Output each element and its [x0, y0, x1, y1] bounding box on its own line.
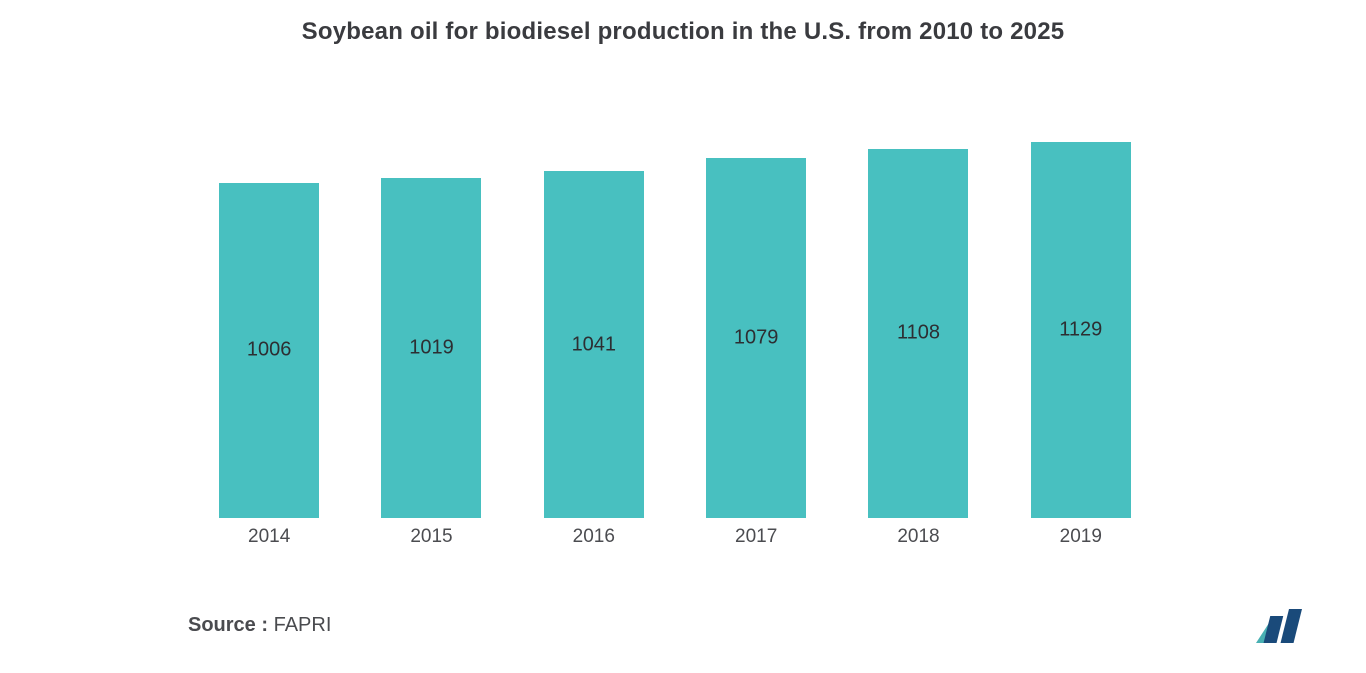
bar-value-label: 1079 [734, 327, 779, 350]
source-label: Source : [188, 614, 268, 636]
source-value: FAPRI [268, 614, 331, 636]
bar-2015: 1019 [381, 178, 481, 518]
bar-slot: 1041 [513, 118, 675, 518]
bar-slot: 1129 [1000, 118, 1162, 518]
bar-value-label: 1041 [572, 333, 617, 356]
brand-logo-icon [1256, 609, 1310, 643]
chart-title: Soybean oil for biodiesel production in … [0, 18, 1366, 46]
bar-2019: 1129 [1031, 142, 1131, 518]
bar-value-label: 1108 [897, 322, 940, 345]
bar-slot: 1019 [350, 118, 512, 518]
bar-slot: 1079 [675, 118, 837, 518]
bar-value-label: 1129 [1059, 318, 1102, 341]
x-tick: 2017 [675, 526, 837, 548]
x-tick: 2014 [188, 526, 350, 548]
bar-2016: 1041 [544, 171, 644, 518]
bar-slot: 1006 [188, 118, 350, 518]
bar-value-label: 1019 [409, 337, 454, 360]
x-tick: 2019 [1000, 526, 1162, 548]
x-tick: 2018 [837, 526, 999, 548]
source-attribution: Source : FAPRI [188, 614, 331, 637]
bars-container: 1006 1019 1041 1079 1108 1129 [188, 118, 1162, 518]
chart-plot-area: 1006 1019 1041 1079 1108 1129 [188, 118, 1162, 518]
bar-2014: 1006 [219, 183, 319, 518]
bar-value-label: 1006 [247, 339, 292, 362]
bar-2017: 1079 [706, 158, 806, 518]
x-tick: 2016 [513, 526, 675, 548]
logo-bar [1281, 609, 1302, 643]
x-tick: 2015 [350, 526, 512, 548]
x-axis: 2014 2015 2016 2017 2018 2019 [188, 526, 1162, 548]
bar-slot: 1108 [837, 118, 999, 518]
bar-2018: 1108 [868, 149, 968, 518]
